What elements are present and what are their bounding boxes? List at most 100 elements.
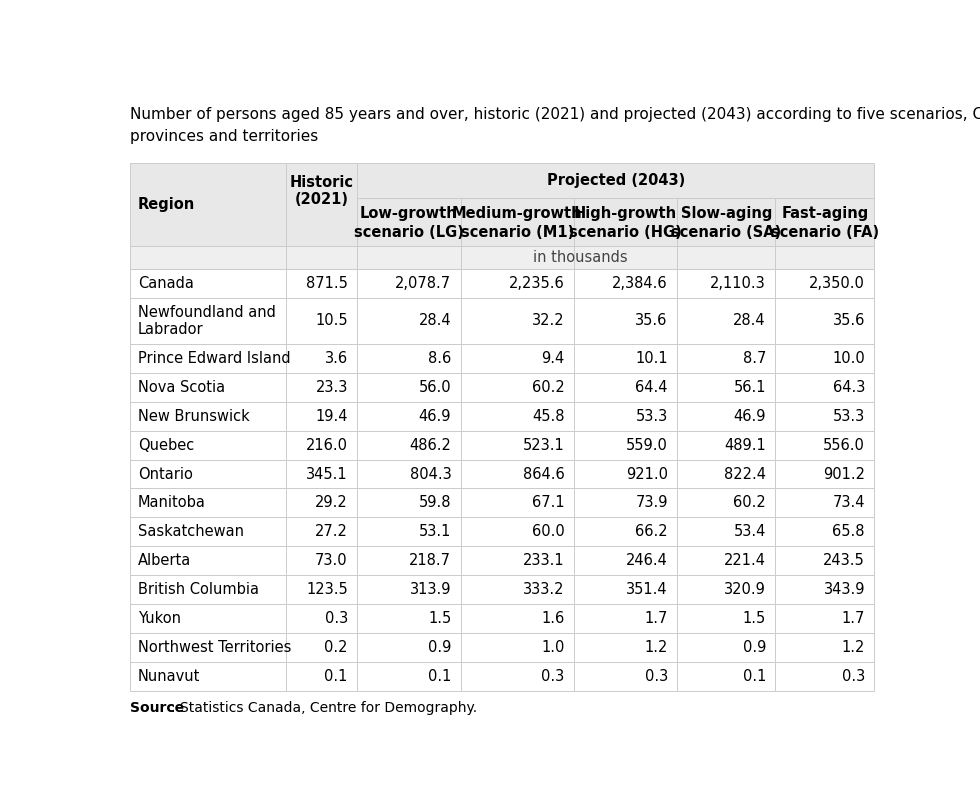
Bar (357, 633, 461, 662)
Bar (677, 402, 775, 431)
Bar (357, 662, 461, 690)
Text: 10.5: 10.5 (316, 314, 348, 329)
Text: Labrador: Labrador (138, 322, 204, 337)
Text: 351.4: 351.4 (626, 582, 667, 597)
Text: 45.8: 45.8 (532, 409, 564, 424)
Text: 921.0: 921.0 (626, 467, 667, 481)
Text: 1.6: 1.6 (541, 611, 564, 626)
Text: 60.2: 60.2 (733, 496, 766, 511)
Bar (286, 633, 357, 662)
Bar (573, 198, 677, 246)
Bar (775, 517, 874, 546)
Bar (286, 402, 357, 431)
Text: 864.6: 864.6 (522, 467, 564, 481)
Text: 0.1: 0.1 (428, 669, 451, 684)
Text: 2,350.0: 2,350.0 (809, 276, 865, 291)
Bar (130, 633, 286, 662)
Text: Prince Edward Island: Prince Edward Island (138, 351, 291, 366)
Bar (677, 198, 775, 246)
Bar (286, 488, 357, 517)
Bar (677, 298, 775, 344)
Bar (573, 604, 677, 633)
Bar (357, 431, 461, 460)
Bar (461, 633, 573, 662)
Text: 32.2: 32.2 (532, 314, 564, 329)
Text: in thousands: in thousands (533, 250, 627, 265)
Text: 1.2: 1.2 (645, 640, 667, 655)
Text: 0.2: 0.2 (324, 640, 348, 655)
Text: 35.6: 35.6 (833, 314, 865, 329)
Bar (130, 344, 286, 373)
Text: 0.3: 0.3 (842, 669, 865, 684)
Bar (677, 460, 775, 488)
Text: 320.9: 320.9 (724, 582, 766, 597)
Text: 46.9: 46.9 (733, 409, 766, 424)
Text: 19.4: 19.4 (316, 409, 348, 424)
Text: 3.6: 3.6 (324, 351, 348, 366)
Text: 10.1: 10.1 (635, 351, 667, 366)
Text: Saskatchewan: Saskatchewan (138, 524, 244, 539)
Bar (130, 163, 286, 246)
Bar (775, 344, 874, 373)
Bar (130, 431, 286, 460)
Bar (130, 662, 286, 690)
Bar (130, 246, 286, 269)
Text: 313.9: 313.9 (410, 582, 451, 597)
Bar (573, 298, 677, 344)
Bar (775, 298, 874, 344)
Bar (461, 269, 573, 298)
Text: 0.3: 0.3 (645, 669, 667, 684)
Bar (286, 546, 357, 575)
Bar (775, 269, 874, 298)
Text: British Columbia: British Columbia (138, 582, 259, 597)
Text: 2,384.6: 2,384.6 (612, 276, 667, 291)
Bar (130, 269, 286, 298)
Text: 53.3: 53.3 (833, 409, 865, 424)
Bar (677, 246, 775, 269)
Bar (573, 633, 677, 662)
Text: Alberta: Alberta (138, 553, 191, 568)
Bar (130, 575, 286, 604)
Bar (286, 604, 357, 633)
Bar (677, 517, 775, 546)
Text: provinces and territories: provinces and territories (130, 128, 318, 144)
Text: 67.1: 67.1 (532, 496, 564, 511)
Text: 73.4: 73.4 (832, 496, 865, 511)
Bar (286, 662, 357, 690)
Text: Source: Source (130, 701, 184, 714)
Bar (286, 344, 357, 373)
Text: 56.1: 56.1 (733, 380, 766, 395)
Bar (130, 298, 286, 344)
Bar (286, 517, 357, 546)
Text: 60.2: 60.2 (531, 380, 564, 395)
Text: 233.1: 233.1 (522, 553, 564, 568)
Text: 246.4: 246.4 (626, 553, 667, 568)
Text: scenario (M1): scenario (M1) (461, 225, 573, 240)
Text: 333.2: 333.2 (523, 582, 564, 597)
Bar (677, 662, 775, 690)
Bar (461, 431, 573, 460)
Text: 221.4: 221.4 (724, 553, 766, 568)
Bar (357, 604, 461, 633)
Bar (461, 246, 573, 269)
Text: 2,235.6: 2,235.6 (509, 276, 564, 291)
Text: 871.5: 871.5 (306, 276, 348, 291)
Bar (677, 546, 775, 575)
Text: 27.2: 27.2 (315, 524, 348, 539)
Text: 822.4: 822.4 (724, 467, 766, 481)
Text: 59.8: 59.8 (418, 496, 451, 511)
Text: scenario (LG): scenario (LG) (354, 225, 464, 240)
Text: scenario (FA): scenario (FA) (770, 225, 879, 240)
Bar (461, 604, 573, 633)
Text: 29.2: 29.2 (316, 496, 348, 511)
Bar (130, 604, 286, 633)
Bar (573, 575, 677, 604)
Bar (677, 373, 775, 402)
Text: 66.2: 66.2 (635, 524, 667, 539)
Bar (357, 575, 461, 604)
Text: Nunavut: Nunavut (138, 669, 200, 684)
Bar (461, 546, 573, 575)
Text: Low-growth: Low-growth (360, 206, 458, 221)
Bar (357, 373, 461, 402)
Text: 0.3: 0.3 (541, 669, 564, 684)
